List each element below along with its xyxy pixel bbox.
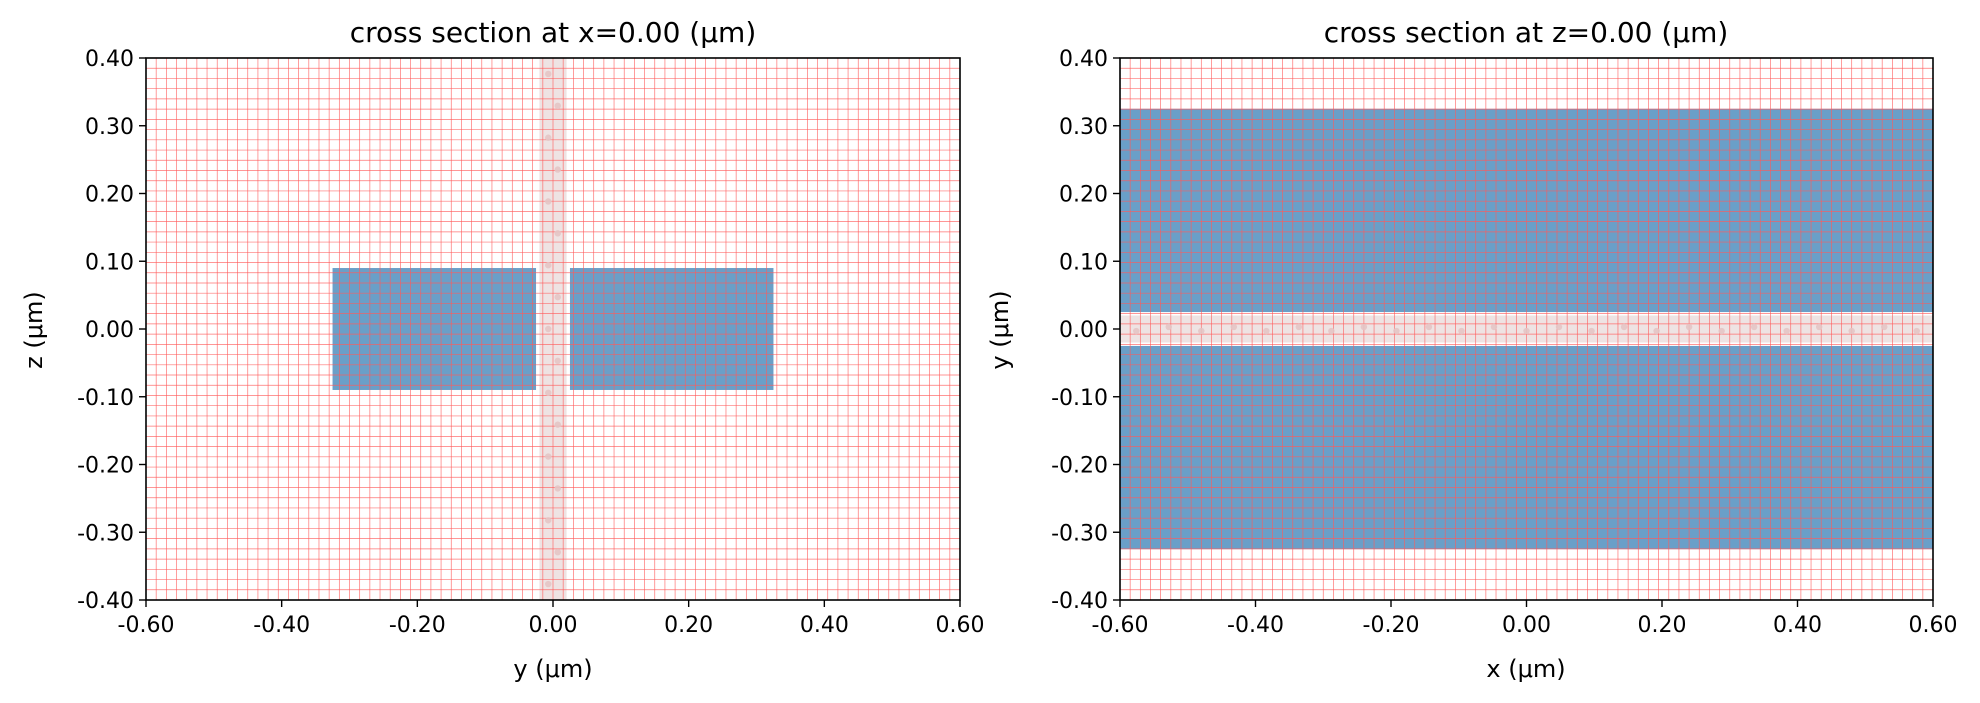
right-gap-marker (1490, 323, 1498, 331)
left-structure-1 (569, 268, 774, 390)
right-gap-marker (1555, 323, 1563, 331)
right-gap-marker (1588, 327, 1595, 335)
left-xtick-label: -0.60 (118, 613, 175, 638)
left-ytick-label: -0.40 (77, 589, 134, 614)
left-gap-marker (545, 325, 552, 333)
left-gap-marker (554, 548, 561, 556)
right-gap-marker (1133, 327, 1140, 335)
right-gap-marker (1750, 323, 1758, 331)
right-gap-marker (1620, 323, 1628, 331)
right-gap-marker (1263, 327, 1270, 335)
left-gap-marker (545, 517, 552, 524)
left-plot-area: -0.60 -0.40 -0.20 0.00 0.20 0.40 0.600.400.300… (77, 47, 984, 638)
left-ytick-label: -0.20 (77, 454, 134, 479)
right-ytick-label: -0.20 (1051, 454, 1108, 479)
right-gap-marker (1653, 327, 1660, 335)
left-ytick-label: 0.00 (85, 318, 134, 343)
left-xlabel: y (μm) (513, 655, 592, 683)
right-gap-marker (1165, 323, 1172, 331)
left-gap-marker (545, 134, 552, 141)
left-ytick-label: 0.30 (85, 115, 134, 140)
right-xtick-label: -0.40 (1227, 613, 1284, 638)
left-structure-0 (332, 268, 537, 390)
right-xtick-label: 0.20 (1638, 613, 1687, 638)
left-gap-marker (545, 70, 552, 78)
left-gap-marker (554, 102, 561, 110)
left-title: cross section at x=0.00 (μm) (350, 16, 757, 49)
right-gap-marker (1198, 327, 1205, 335)
left-gap-marker (554, 357, 561, 365)
left-gap-marker (554, 166, 561, 173)
left-gap-marker (554, 230, 561, 237)
right-xtick-label: 0.40 (1773, 613, 1822, 638)
left-gap-marker (545, 198, 552, 205)
right-gap-marker (1783, 327, 1790, 335)
right-gap-marker (1328, 327, 1335, 335)
left-ytick-label: -0.30 (77, 521, 134, 546)
right-ylabel: y (μm) (986, 290, 1014, 369)
panel-left: cross section at x=0.00 (μm) -0.60 -0.40-… (20, 16, 984, 683)
panel-right: cross section at z=0.00 (μm) -0.60 -0.40-… (986, 16, 1957, 683)
left-xtick-label: -0.20 (389, 613, 446, 638)
right-gap-marker (1815, 323, 1823, 331)
right-ytick-label: 0.20 (1059, 183, 1108, 208)
right-gap-marker (1881, 323, 1888, 331)
left-gap-marker (545, 580, 552, 588)
left-xtick-label: 0.00 (529, 613, 578, 638)
left-xtick-label: 0.20 (664, 613, 713, 638)
left-ylabel: z (μm) (20, 291, 48, 369)
left-ytick-label: 0.10 (85, 250, 134, 275)
right-xtick-label: -0.60 (1092, 613, 1149, 638)
right-gap-marker (1848, 327, 1855, 335)
right-grid (1120, 58, 1933, 600)
left-ytick-label: 0.40 (85, 47, 134, 72)
left-gap-marker (554, 485, 561, 492)
right-ytick-label: 0.30 (1059, 115, 1108, 140)
right-gap-marker (1913, 327, 1920, 335)
left-xtick-label: 0.60 (936, 613, 985, 638)
right-ytick-label: 0.10 (1059, 250, 1108, 275)
left-gap-marker (554, 293, 561, 301)
right-plot-area: -0.60 -0.40 -0.20 0.00 0.20 0.40 0.600.400.300… (1051, 47, 1957, 638)
right-gap-marker (1425, 323, 1433, 331)
left-xtick-label: 0.40 (800, 613, 849, 638)
left-gap-marker (554, 421, 561, 428)
left-gap-marker (545, 262, 552, 269)
right-xlabel: x (μm) (1486, 655, 1565, 683)
right-gap-marker (1360, 323, 1368, 331)
right-title: cross section at z=0.00 (μm) (1324, 16, 1729, 49)
right-gap-marker (1230, 323, 1238, 331)
right-gap-marker (1393, 327, 1400, 335)
right-ytick-label: -0.30 (1051, 521, 1108, 546)
right-xtick-label: -0.20 (1363, 613, 1420, 638)
right-ytick-label: -0.10 (1051, 386, 1108, 411)
right-ytick-label: -0.40 (1051, 589, 1108, 614)
right-gap-marker (1295, 323, 1303, 331)
left-grid (146, 58, 960, 600)
left-gap-marker (545, 453, 552, 460)
right-xtick-label: 0.00 (1502, 613, 1551, 638)
right-gap-marker (1685, 323, 1693, 331)
left-xtick-label: -0.40 (253, 613, 310, 638)
right-xtick-label: 0.60 (1909, 613, 1958, 638)
left-gap-marker (545, 389, 552, 396)
right-gap-marker (1523, 327, 1530, 335)
left-ytick-label: 0.20 (85, 183, 134, 208)
right-ytick-label: 0.40 (1059, 47, 1108, 72)
right-gap-marker (1718, 327, 1725, 335)
left-ytick-label: -0.10 (77, 386, 134, 411)
right-ytick-label: 0.00 (1059, 318, 1108, 343)
right-gap-marker (1458, 327, 1465, 335)
